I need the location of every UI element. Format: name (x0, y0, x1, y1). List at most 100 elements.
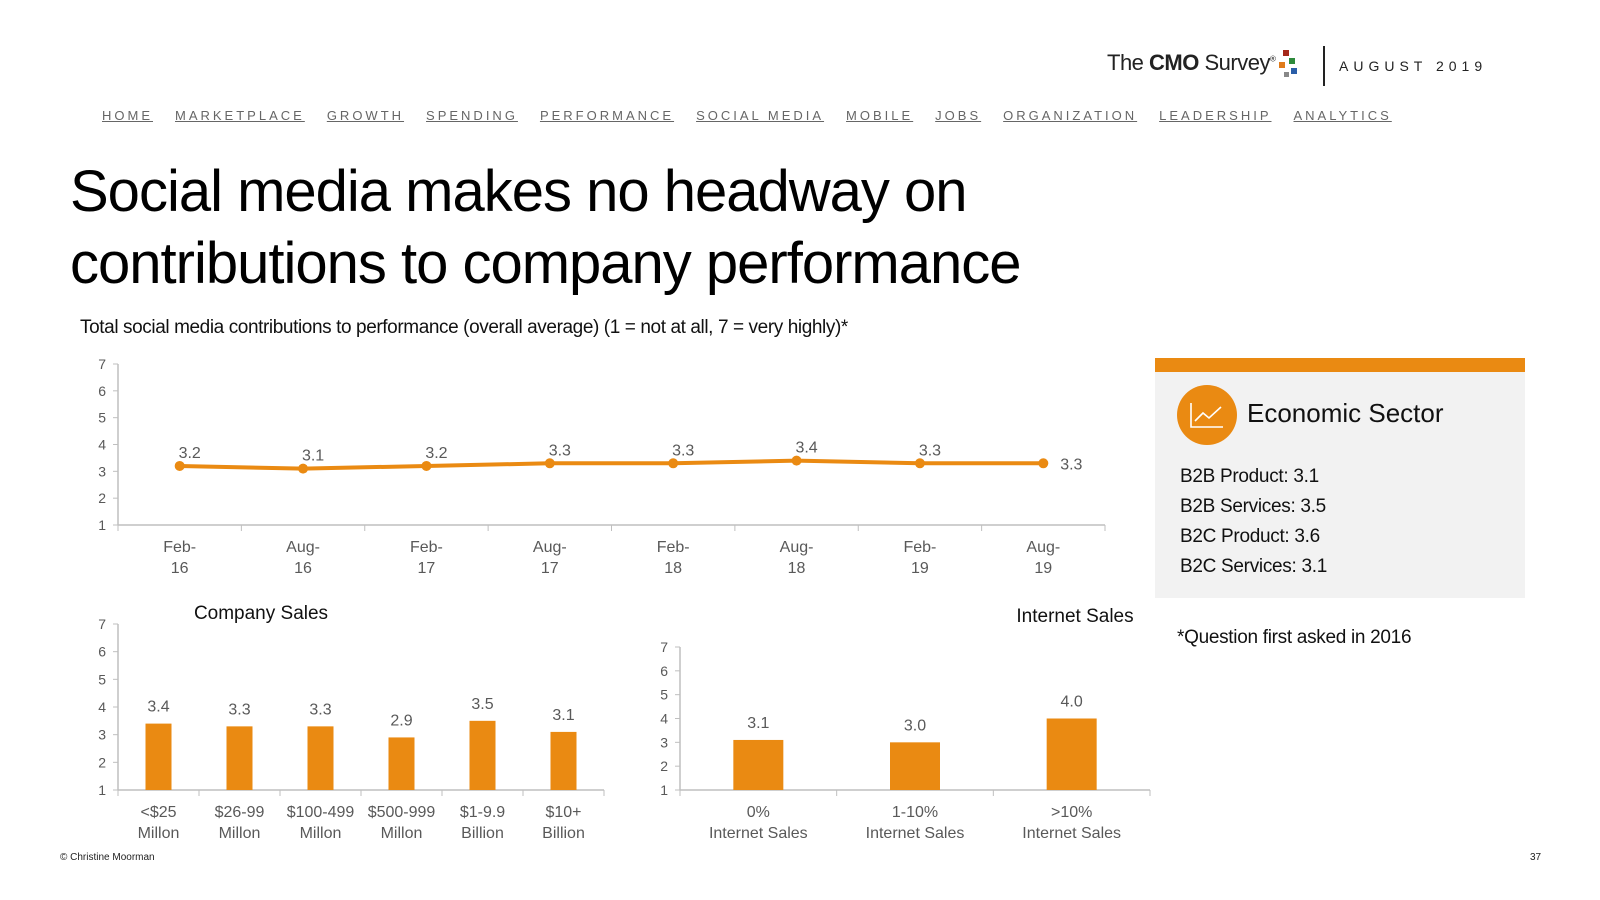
company-sales-chart-x-label: Millon (219, 825, 261, 842)
nav-mobile[interactable]: MOBILE (846, 108, 914, 123)
internet-sales-chart-y-tick-label: 6 (660, 663, 668, 679)
internet-sales-chart-x-label: Internet Sales (709, 825, 808, 842)
nav-home[interactable]: HOME (102, 108, 153, 123)
internet-sales-chart-x-label: Internet Sales (1022, 825, 1121, 842)
company-sales-chart-x-label: $500-999 (368, 804, 436, 821)
internet-sales-chart-x-label: 0% (747, 804, 770, 821)
copyright: © Christine Moorman (60, 852, 155, 863)
line-chart-y-tick-label: 4 (98, 437, 106, 453)
line-chart-x-label: 18 (664, 560, 682, 577)
page-title: Social media makes no headway on contribu… (70, 159, 1022, 296)
nav-social-media[interactable]: SOCIAL MEDIA (696, 108, 825, 123)
internet-sales-chart-data-label: 3.1 (747, 715, 769, 732)
company-sales-chart-data-label: 2.9 (390, 712, 412, 729)
line-chart-y-tick-label: 6 (98, 383, 106, 399)
panel-title: Economic Sector (1247, 398, 1444, 428)
sector-item: B2B Product: 3.1 (1180, 466, 1319, 487)
internet-sales-chart-bar (890, 742, 940, 790)
line-chart-x-label: Aug- (1026, 539, 1060, 556)
page-number: 37 (1530, 852, 1542, 863)
nav-spending[interactable]: SPENDING (426, 108, 518, 123)
company-sales-chart-y-tick-label: 1 (98, 782, 106, 798)
company-sales-chart-bar (469, 720, 496, 790)
line-point (1038, 458, 1049, 469)
company-sales-chart-y-tick-label: 4 (98, 699, 106, 715)
internet-sales-chart-bar (1046, 718, 1097, 790)
line-data-label: 3.3 (549, 442, 571, 459)
company-sales-chart-bar (145, 723, 172, 790)
internet-sales-chart-y-tick-label: 4 (660, 711, 668, 727)
logo-dots-icon (1279, 50, 1297, 77)
internet-sales-chart-x-label: >10% (1051, 804, 1092, 821)
nav-growth[interactable]: GROWTH (326, 108, 405, 123)
company-sales-chart-title: Company Sales (194, 603, 328, 624)
sector-list: B2B Product: 3.1 B2B Services: 3.5 B2C P… (1180, 462, 1327, 582)
nav-marketplace[interactable]: MARKETPLACE (175, 108, 305, 123)
company-sales-chart-x-label: <$25 (140, 804, 176, 821)
internet-sales-chart-y-tick-label: 7 (660, 639, 668, 655)
line-chart-y-tick-label: 7 (98, 356, 106, 372)
internet-sales-chart-y-tick-label: 3 (660, 734, 668, 750)
line-chart-y-tick-label: 3 (98, 463, 106, 479)
line-point (174, 460, 185, 471)
line-chart-x-label: Feb- (410, 539, 443, 556)
line-data-label: 3.3 (672, 442, 694, 459)
line-point (668, 458, 679, 469)
company-sales-chart-bar (226, 726, 253, 790)
line-chart-x-label: Feb- (163, 539, 196, 556)
line-point (298, 463, 309, 474)
nav-performance[interactable]: PERFORMANCE (539, 108, 675, 123)
sector-item: B2C Product: 3.6 (1180, 526, 1320, 547)
line-chart-x-label: 17 (418, 560, 436, 577)
economic-sector-panel: Economic Sector B2B Product: 3.1 B2B Ser… (1155, 358, 1525, 598)
company-sales-chart-y-tick-label: 7 (98, 616, 106, 632)
company-sales-chart-bar (307, 726, 334, 790)
company-sales-chart-data-label: 3.5 (471, 696, 493, 713)
nav-leadership[interactable]: LEADERSHIP (1159, 108, 1272, 123)
company-sales-chart-bar (388, 737, 415, 790)
line-chart-y-tick-label: 2 (98, 490, 106, 506)
company-sales-chart-data-label: 3.1 (552, 707, 574, 724)
line-chart-x-label: 17 (541, 560, 559, 577)
line-chart-icon (1177, 385, 1237, 445)
internet-sales-chart-bar (733, 739, 784, 790)
line-chart-x-label: 19 (1034, 560, 1052, 577)
company-sales-chart-x-label: Millon (300, 825, 342, 842)
company-sales-chart-x-label: $26-99 (215, 804, 265, 821)
internet-sales-chart-x-label: 1-10% (892, 804, 938, 821)
line-chart-x-label: Feb- (903, 539, 936, 556)
company-sales-chart-x-label: Billion (461, 825, 504, 842)
line-data-label: 3.3 (1060, 456, 1082, 473)
line-chart-x-label: 18 (788, 560, 806, 577)
line-point (791, 455, 802, 466)
company-sales-chart-x-label: $100-499 (287, 804, 355, 821)
company-sales-chart-y-tick-label: 6 (98, 644, 106, 660)
company-sales-chart-data-label: 3.3 (228, 701, 250, 718)
line-point (421, 460, 432, 471)
company-sales-chart-y-tick-label: 5 (98, 671, 106, 687)
top-navigation: HOME MARKETPLACE GROWTH SPENDING PERFORM… (102, 108, 1414, 123)
line-data-label: 3.2 (179, 445, 201, 462)
line-data-label: 3.1 (302, 448, 324, 465)
line-chart-x-label: Feb- (657, 539, 690, 556)
sector-item: B2C Services: 3.1 (1180, 556, 1327, 577)
company-sales-chart-x-label: Millon (381, 825, 423, 842)
internet-sales-chart-x-label: Internet Sales (866, 825, 965, 842)
company-sales-chart-x-label: Billion (542, 825, 585, 842)
logo-separator (1323, 46, 1325, 86)
line-point (544, 458, 555, 469)
cmo-survey-logo: The CMO Survey® (1107, 50, 1276, 75)
line-chart-x-label: Aug- (533, 539, 567, 556)
nav-organization[interactable]: ORGANIZATION (1003, 108, 1138, 123)
line-chart-x-label: Aug- (780, 539, 814, 556)
line-data-label: 3.2 (425, 445, 447, 462)
line-chart-y-tick-label: 5 (98, 410, 106, 426)
line-data-label: 3.3 (919, 442, 941, 459)
nav-jobs[interactable]: JOBS (935, 108, 982, 123)
company-sales-chart-x-label: $1-9.9 (460, 804, 505, 821)
internet-sales-chart-y-tick-label: 1 (660, 782, 668, 798)
panel-accent-bar (1155, 358, 1525, 372)
footnote: *Question first asked in 2016 (1177, 627, 1412, 648)
internet-sales-chart-y-tick-label: 5 (660, 687, 668, 703)
nav-analytics[interactable]: ANALYTICS (1293, 108, 1392, 123)
